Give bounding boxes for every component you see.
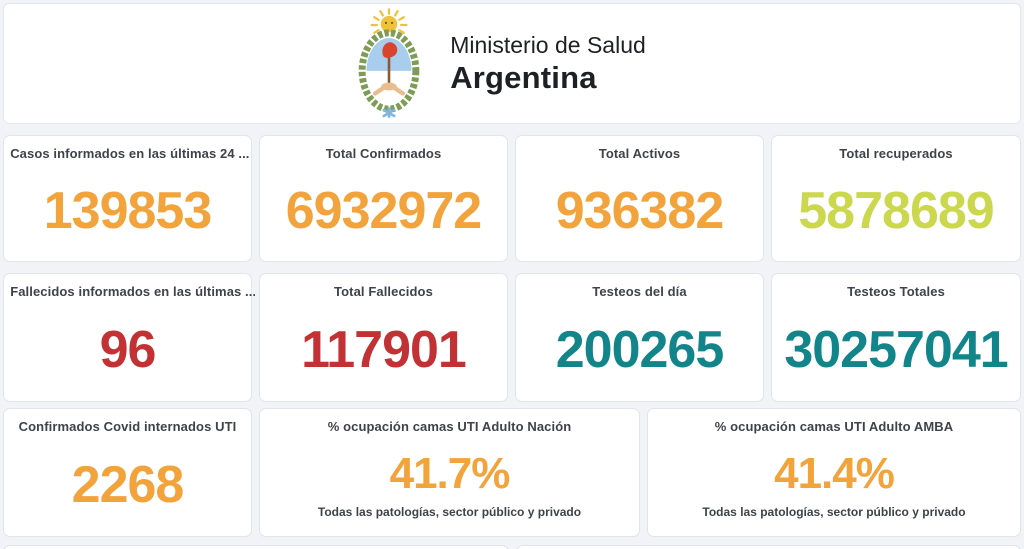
ministry-name: Ministerio de Salud	[450, 32, 646, 59]
scorecard-title: % ocupación camas UTI Adulto AMBA	[714, 419, 954, 434]
scorecard-title: Total Activos	[598, 146, 681, 161]
scorecard-value: 936382	[555, 182, 725, 240]
header: Ministerio de Salud Argentina	[3, 3, 1021, 124]
scorecard-testeos-totales: Testeos Totales 30257041	[771, 273, 1021, 402]
country-name: Argentina	[450, 60, 597, 96]
scorecard-casos-ultimas-24h: Casos informados en las últimas 24 ... 1…	[3, 135, 252, 262]
scorecard-title: Total recuperados	[839, 146, 953, 161]
scorecard-value: 41.4%	[774, 448, 895, 498]
scorecard-total-activos: Total Activos 936382	[515, 135, 764, 262]
argentina-coat-of-arms-icon	[358, 7, 420, 118]
scorecard-title: Total Fallecidos	[334, 284, 433, 299]
scorecard-value: 200265	[555, 321, 725, 379]
scorecard-total-fallecidos: Total Fallecidos 117901	[259, 273, 508, 402]
scorecard-total-recuperados: Total recuperados 5878689	[771, 135, 1021, 262]
scorecard-value: 41.7%	[389, 448, 511, 498]
scorecard-value: 96	[99, 321, 157, 379]
scorecard-title: Confirmados Covid internados UTI	[18, 419, 237, 434]
scorecard-value: 6932972	[285, 182, 482, 240]
scorecard-subtitle: Todas las patologías, sector público y p…	[702, 504, 966, 519]
scorecard-fallecidos-ultimas-24h: Fallecidos informados en las últimas ...…	[3, 273, 255, 402]
scorecard-value: 117901	[301, 321, 467, 379]
scorecard-uti-amba: % ocupación camas UTI Adulto AMBA 41.4% …	[647, 408, 1021, 537]
scorecard-total-confirmados: Total Confirmados 6932972	[259, 135, 508, 262]
header-title-block: Ministerio de Salud Argentina	[450, 31, 646, 95]
scorecard-value: 5878689	[798, 182, 994, 240]
partial-card-left	[3, 545, 509, 549]
scorecard-testeos-del-dia: Testeos del día 200265	[515, 273, 764, 402]
scorecard-title: Casos informados en las últimas 24 ...	[10, 146, 250, 161]
scorecard-value: 139853	[43, 182, 213, 240]
partial-card-right	[516, 545, 1021, 549]
scorecard-value: 30257041	[784, 321, 1008, 379]
scorecard-title: Testeos Totales	[847, 284, 945, 299]
scorecard-uti-nacion: % ocupación camas UTI Adulto Nación 41.7…	[259, 408, 640, 537]
scorecard-title: Testeos del día	[592, 284, 687, 299]
scorecard-value: 2268	[71, 456, 185, 514]
scorecard-title: Fallecidos informados en las últimas ...	[10, 284, 255, 299]
header-brand: Ministerio de Salud Argentina	[350, 7, 646, 120]
scorecard-title: Total Confirmados	[325, 146, 442, 161]
scorecard-title: % ocupación camas UTI Adulto Nación	[327, 419, 572, 434]
scorecard-subtitle: Todas las patologías, sector público y p…	[317, 504, 582, 519]
scorecard-uti-internados: Confirmados Covid internados UTI 2268	[3, 408, 252, 537]
